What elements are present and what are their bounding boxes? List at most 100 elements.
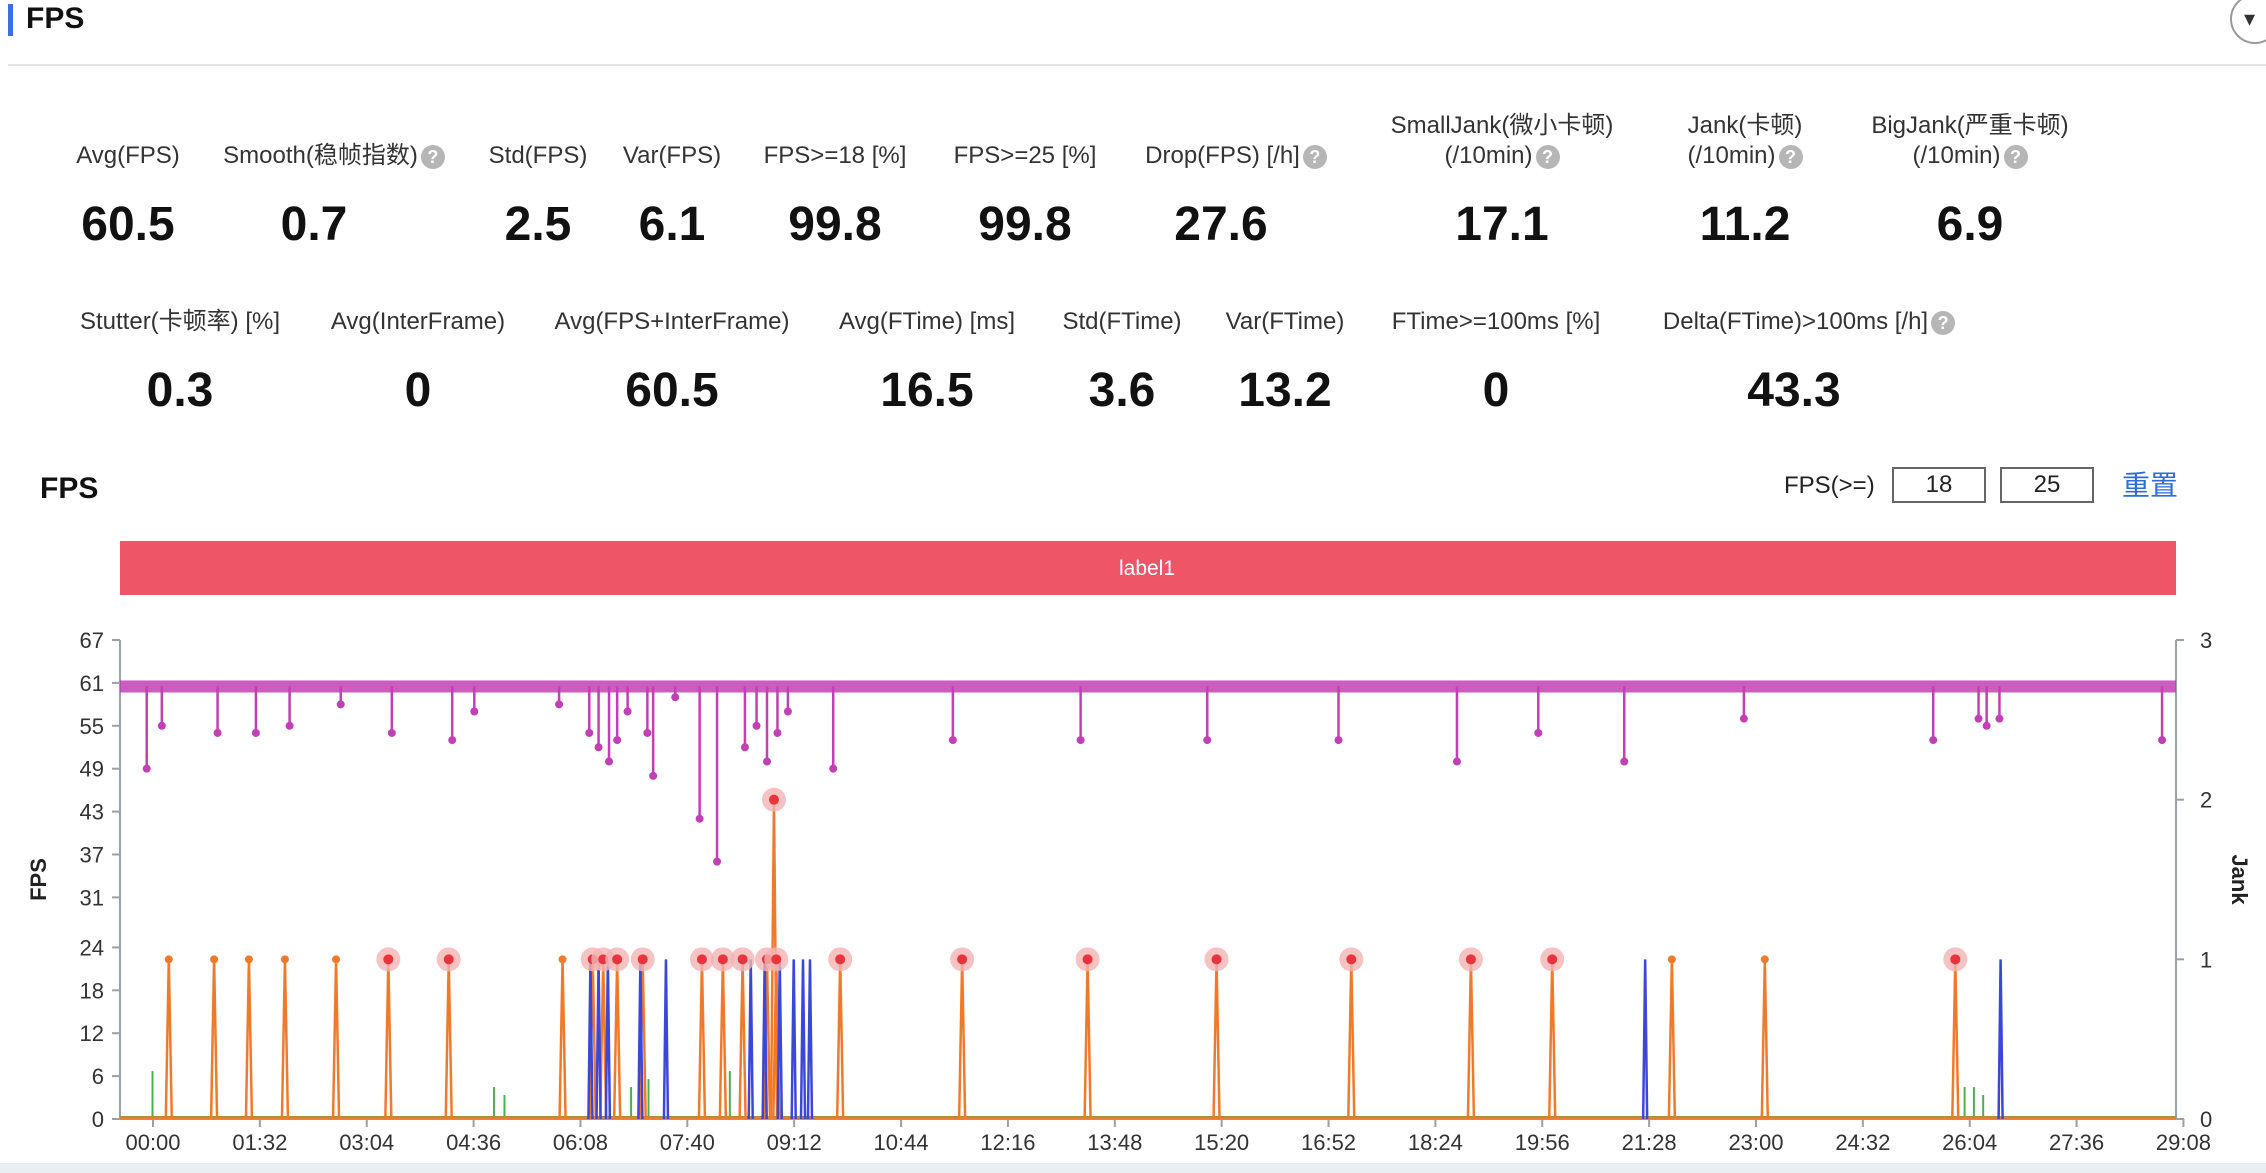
jank-marker bbox=[383, 954, 394, 965]
jank-spike bbox=[209, 959, 219, 1120]
fps-dip-point bbox=[142, 764, 151, 773]
fps-dip-point bbox=[1974, 714, 1983, 723]
metric-small-jank: SmallJank(微小卡顿) (/10min)? 17.1 bbox=[1362, 111, 1642, 252]
jank-marker bbox=[1465, 954, 1476, 965]
y2-tick-label: 3 bbox=[2200, 628, 2212, 653]
jank-point bbox=[1667, 955, 1676, 964]
metric-label: Jank(卡顿) bbox=[1687, 112, 1803, 139]
bigjank-spike bbox=[1641, 959, 1649, 1120]
jank-marker bbox=[768, 794, 779, 805]
metric-value: 6.1 bbox=[638, 198, 706, 251]
metric-value: 13.2 bbox=[1238, 364, 1332, 417]
metric-label: Avg(InterFrame) bbox=[330, 308, 506, 335]
metric-var-ftime: Var(FTime) 13.2 bbox=[1210, 307, 1360, 418]
section-header: FPS ▾ bbox=[0, 0, 2266, 66]
jank-spike bbox=[1760, 959, 1770, 1120]
y-tick-label: 12 bbox=[80, 1021, 104, 1046]
metric-big-jank: BigJank(严重卡顿) (/10min)? 6.9 bbox=[1850, 111, 2090, 252]
y-tick-label: 67 bbox=[80, 628, 104, 653]
x-tick-label: 13:48 bbox=[1087, 1130, 1142, 1155]
fps-dip-point bbox=[783, 707, 792, 716]
metric-drop-fps: Drop(FPS) [/h]? 27.6 bbox=[1130, 141, 1342, 252]
y-tick-label: 49 bbox=[80, 757, 104, 782]
metric-label: Var(FPS) bbox=[622, 142, 722, 169]
jank-point bbox=[280, 955, 289, 964]
fps-threshold-high-input[interactable]: 25 bbox=[2000, 467, 2094, 503]
metric-label: FPS>=18 [%] bbox=[763, 142, 907, 169]
metric-value: 99.8 bbox=[788, 198, 882, 251]
help-icon[interactable]: ? bbox=[420, 144, 445, 169]
fps-dip-point bbox=[671, 693, 680, 702]
help-icon[interactable]: ? bbox=[1931, 310, 1956, 335]
reset-link[interactable]: 重置 bbox=[2122, 470, 2179, 501]
fps-threshold-low-input[interactable]: 18 bbox=[1892, 467, 1986, 503]
fps-dense-band bbox=[120, 680, 2176, 693]
fps-dip-point bbox=[1995, 714, 2004, 723]
jank-spike bbox=[444, 959, 453, 1120]
fps-dip-point bbox=[1076, 736, 1085, 745]
y2-tick-label: 1 bbox=[2200, 947, 2212, 972]
metric-label: Std(FTime) bbox=[1062, 308, 1182, 335]
jank-markers bbox=[376, 787, 1968, 972]
x-tick-label: 19:56 bbox=[1515, 1130, 1570, 1155]
fps-dip-point bbox=[157, 721, 166, 730]
metric-value: 99.8 bbox=[978, 198, 1072, 251]
collapse-button[interactable]: ▾ bbox=[2230, 0, 2266, 44]
jank-spike bbox=[835, 959, 845, 1120]
chevron-down-icon: ▾ bbox=[2244, 6, 2256, 31]
fps-dip-point bbox=[605, 757, 614, 766]
fps-dip-point bbox=[594, 743, 603, 752]
metric-value: 17.1 bbox=[1455, 198, 1549, 251]
jank-spike bbox=[244, 959, 254, 1120]
metric-avg-fps-interframe: Avg(FPS+InterFrame) 60.5 bbox=[540, 307, 804, 418]
help-icon[interactable]: ? bbox=[1778, 144, 1803, 169]
metric-label: Avg(FPS) bbox=[76, 142, 180, 169]
y-tick-label: 55 bbox=[80, 714, 104, 739]
help-icon[interactable]: ? bbox=[1535, 144, 1560, 169]
jank-spike bbox=[697, 959, 707, 1120]
metric-value: 0.3 bbox=[146, 364, 214, 417]
jank-spike bbox=[957, 959, 967, 1120]
metric-value: 0 bbox=[404, 364, 432, 417]
fps-dip-point bbox=[336, 700, 345, 709]
jank-marker bbox=[957, 954, 968, 965]
jank-marker bbox=[696, 954, 707, 965]
help-icon[interactable]: ? bbox=[1302, 144, 1327, 169]
jank-point bbox=[332, 955, 341, 964]
x-tick-label: 06:08 bbox=[553, 1130, 608, 1155]
jank-spike bbox=[280, 959, 290, 1120]
metric-avg-ftime: Avg(FTime) [ms] 16.5 bbox=[822, 307, 1032, 418]
jank-marker bbox=[443, 954, 454, 965]
x-tick-label: 26:04 bbox=[1942, 1130, 1997, 1155]
help-icon[interactable]: ? bbox=[2003, 144, 2028, 169]
fps-dip-point bbox=[623, 707, 632, 716]
metric-value: 27.6 bbox=[1174, 198, 1268, 251]
fps-dip-point bbox=[1334, 736, 1343, 745]
fps-dip-point bbox=[251, 728, 260, 737]
fps-dip-point bbox=[470, 707, 479, 716]
fps-dip-point bbox=[1203, 736, 1212, 745]
metric-label: Delta(FTime)>100ms [/h] bbox=[1662, 308, 1929, 335]
bigjank-spike bbox=[595, 959, 602, 1120]
metric-var-fps: Var(FPS) 6.1 bbox=[612, 141, 732, 252]
jank-marker bbox=[637, 954, 648, 965]
metric-label-unit: (/10min) bbox=[1687, 142, 1776, 169]
x-tick-label: 16:52 bbox=[1301, 1130, 1356, 1155]
jank-marker bbox=[717, 954, 728, 965]
jank-marker bbox=[771, 954, 782, 965]
fps-dip-point bbox=[613, 736, 622, 745]
chart-band-label: label1 bbox=[1119, 557, 1175, 580]
fps-dip-point bbox=[643, 728, 652, 737]
x-tick-label: 29:08 bbox=[2156, 1130, 2211, 1155]
fps-dip-point bbox=[1982, 721, 1991, 730]
x-tick-label: 10:44 bbox=[874, 1130, 929, 1155]
metric-avg-fps: Avg(FPS) 60.5 bbox=[58, 141, 198, 252]
chart-title: FPS bbox=[40, 472, 99, 505]
fps-dip-point bbox=[829, 764, 838, 773]
fps-dip-point bbox=[948, 736, 957, 745]
jank-spike bbox=[1347, 959, 1356, 1120]
x-tick-label: 09:12 bbox=[767, 1130, 822, 1155]
fps-dip-point bbox=[649, 771, 658, 780]
bottom-scroll-area bbox=[0, 1163, 2266, 1173]
